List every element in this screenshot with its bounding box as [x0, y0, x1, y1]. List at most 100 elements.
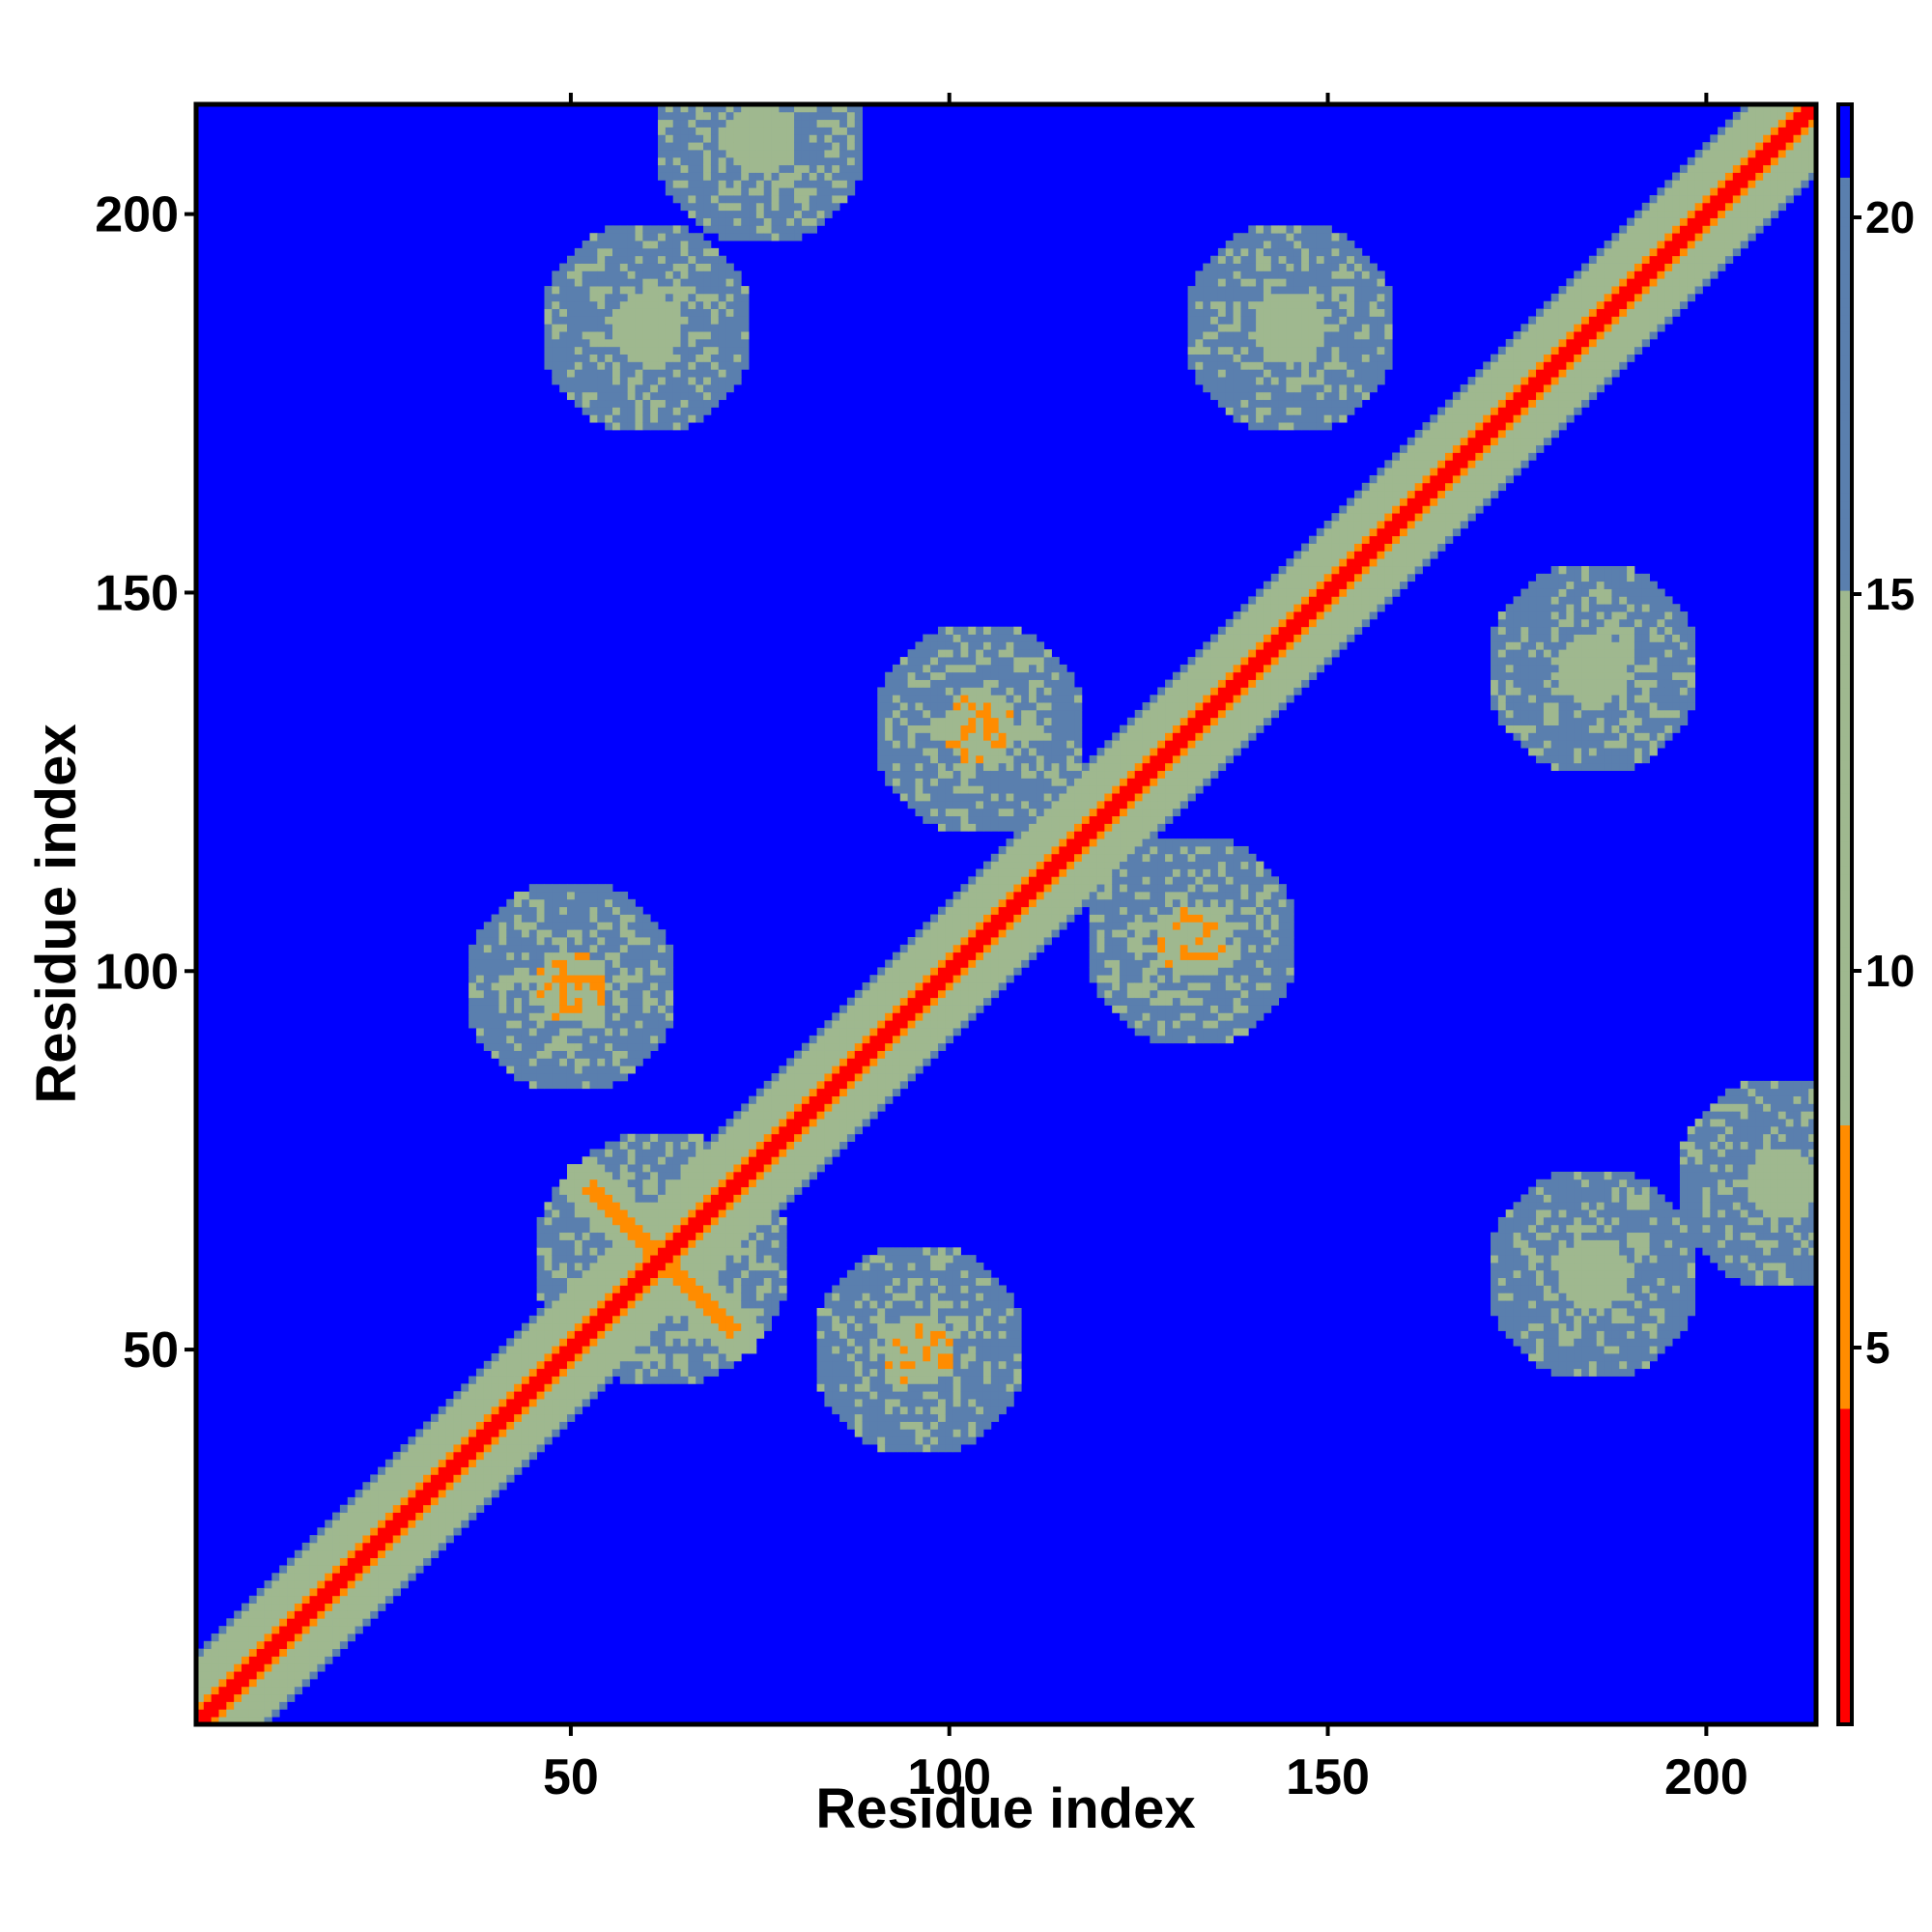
heatmap-cell: [786, 1058, 795, 1066]
heatmap-cell: [605, 1247, 613, 1256]
heatmap-cell: [597, 270, 606, 279]
heatmap-cell: [816, 1042, 825, 1051]
heatmap-cell: [696, 202, 704, 212]
heatmap-cell: [976, 929, 984, 938]
heatmap-cell: [710, 1247, 720, 1256]
heatmap-cell: [907, 687, 916, 696]
heatmap-cell: [301, 1542, 310, 1551]
heatmap-cell: [952, 1421, 961, 1430]
heatmap-cell: [725, 354, 734, 362]
heatmap-cell: [696, 1247, 704, 1256]
heatmap-cell: [824, 1042, 833, 1051]
heatmap-cell: [952, 1012, 961, 1021]
heatmap-cell: [923, 1413, 931, 1422]
heatmap-cell: [287, 1626, 296, 1634]
heatmap-cell: [552, 316, 560, 325]
heatmap-cell: [839, 1406, 848, 1415]
heatmap-cell: [566, 975, 576, 983]
heatmap-cell: [528, 989, 538, 999]
heatmap-cell: [976, 944, 984, 953]
heatmap-cell: [582, 1353, 590, 1362]
heatmap-cell: [672, 1141, 681, 1150]
heatmap-cell: [294, 1580, 303, 1589]
heatmap-cell: [952, 1285, 961, 1293]
heatmap-cell: [832, 1042, 840, 1051]
heatmap-cell: [566, 286, 576, 295]
heatmap-cell: [605, 982, 613, 991]
heatmap-cell: [658, 111, 667, 121]
heatmap-cell: [552, 270, 560, 279]
heatmap-cell: [362, 1482, 371, 1491]
heatmap-cell: [332, 1512, 341, 1520]
heatmap-cell: [749, 225, 757, 234]
heatmap-cell: [968, 770, 977, 779]
heatmap-cell: [786, 180, 795, 188]
heatmap-cell: [915, 1413, 923, 1422]
heatmap-cell: [923, 1058, 931, 1066]
heatmap-cell: [937, 1269, 947, 1279]
heatmap-cell: [763, 1125, 772, 1135]
heatmap-cell: [862, 1346, 870, 1354]
heatmap-cell: [559, 263, 568, 271]
heatmap-cell: [839, 1103, 848, 1112]
heatmap-cell: [968, 649, 977, 658]
heatmap-cell: [733, 1133, 742, 1142]
heatmap-cell: [544, 346, 553, 355]
heatmap-cell: [612, 1050, 621, 1059]
heatmap-cell: [287, 1671, 296, 1680]
heatmap-cell: [960, 1338, 969, 1347]
heatmap-cell: [566, 255, 576, 264]
heatmap-cell: [574, 300, 583, 309]
heatmap-cell: [498, 1474, 507, 1483]
heatmap-cell: [589, 1050, 598, 1059]
heatmap-cell: [885, 1322, 894, 1331]
heatmap-cell: [536, 1224, 545, 1234]
heatmap-cell: [960, 770, 969, 779]
heatmap-cell: [582, 1058, 590, 1066]
heatmap-cell: [846, 1012, 856, 1021]
heatmap-cell: [627, 982, 636, 991]
heatmap-cell: [339, 1542, 349, 1551]
heatmap-cell: [885, 709, 894, 719]
heatmap-cell: [627, 975, 636, 983]
heatmap-cell: [982, 1421, 992, 1430]
heatmap-cell: [521, 1429, 530, 1437]
heatmap-cell: [498, 1360, 507, 1370]
heatmap-cell: [937, 1399, 947, 1407]
heatmap-cell: [945, 664, 954, 673]
heatmap-cell: [832, 172, 840, 181]
heatmap-cell: [937, 1406, 947, 1415]
heatmap-cell: [635, 1262, 643, 1271]
heatmap-cell: [552, 300, 560, 309]
heatmap-cell: [907, 1042, 916, 1051]
heatmap-cell: [423, 1527, 432, 1536]
heatmap-cell: [271, 1640, 280, 1650]
heatmap-cell: [688, 1133, 696, 1142]
heatmap-cell: [703, 1232, 712, 1240]
heatmap-cell: [325, 1656, 333, 1664]
heatmap-cell: [801, 1088, 810, 1096]
heatmap-cell: [741, 1186, 750, 1195]
heatmap-cell: [688, 1315, 696, 1324]
heatmap-cell: [779, 134, 787, 143]
heatmap-cell: [976, 1376, 984, 1384]
heatmap-cell: [990, 853, 1000, 863]
heatmap-cell: [907, 1444, 916, 1453]
heatmap-cell: [763, 225, 772, 234]
heatmap-cell: [589, 922, 598, 930]
heatmap-cell: [415, 1549, 424, 1558]
heatmap-cell: [990, 922, 1000, 930]
heatmap-cell: [755, 1293, 765, 1301]
heatmap-cell: [514, 922, 523, 930]
heatmap-cell: [725, 1346, 734, 1354]
heatmap-cell: [952, 641, 961, 650]
heatmap-cell: [355, 1595, 363, 1605]
heatmap-cell: [506, 1020, 515, 1029]
heatmap-cell: [937, 1429, 947, 1437]
heatmap-cell: [234, 1640, 242, 1650]
heatmap-cell: [317, 1565, 326, 1574]
heatmap-cell: [952, 724, 961, 733]
heatmap-cell: [536, 1216, 545, 1226]
heatmap-cell: [658, 997, 667, 1006]
heatmap-cell: [301, 1618, 310, 1627]
